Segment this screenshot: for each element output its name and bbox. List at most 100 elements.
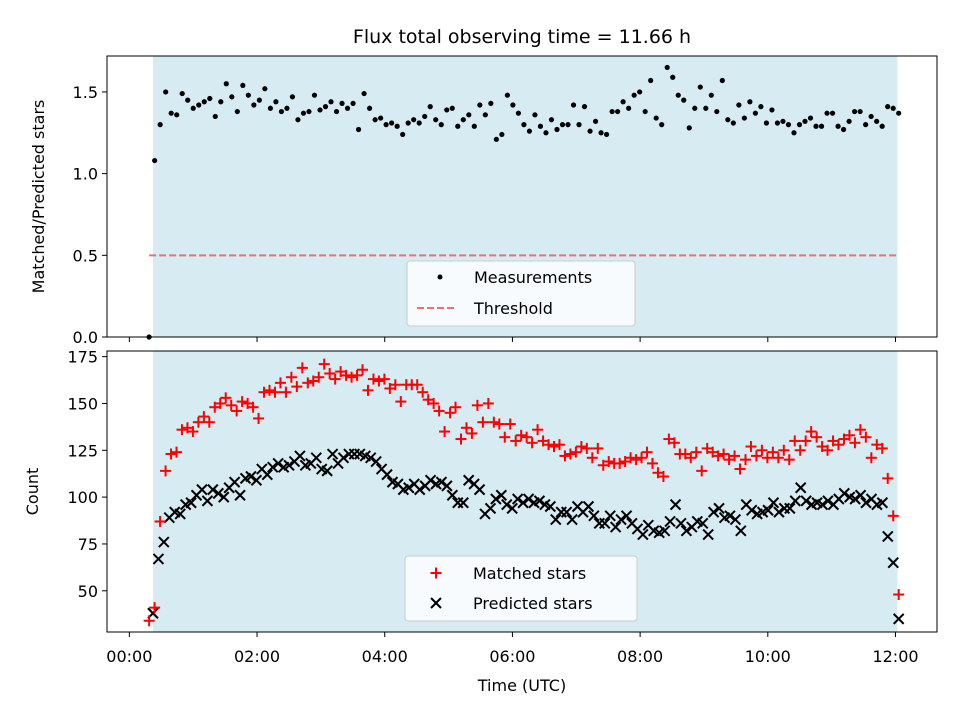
measurement-point <box>438 122 444 128</box>
measurement-point <box>537 123 544 129</box>
measurement-point <box>328 99 334 105</box>
measurement-point <box>747 99 753 105</box>
matched-star-point <box>586 452 598 464</box>
predicted-star-point <box>158 536 170 548</box>
measurement-point <box>185 97 191 103</box>
measurement-point <box>868 113 874 120</box>
matched-star-point <box>641 446 653 458</box>
predicted-star-point <box>228 476 241 488</box>
predicted-star-point <box>201 495 214 507</box>
matched-star-point <box>450 401 462 413</box>
matched-star-point <box>745 441 757 453</box>
predicted-star-point <box>550 513 562 526</box>
measurement-point <box>234 108 240 115</box>
top-y-axis-label: Matched/Predicted stars <box>29 100 48 294</box>
measurement-point <box>394 123 400 129</box>
matched-star-point <box>553 439 565 451</box>
predicted-star-point <box>364 452 377 464</box>
measurement-point <box>152 157 158 164</box>
bottom-y-tick-label: 75 <box>78 535 98 554</box>
predicted-star-point <box>588 510 600 522</box>
predicted-star-point <box>321 465 333 477</box>
matched-star-point <box>564 448 576 460</box>
measurement-point <box>466 112 472 118</box>
predicted-star-point <box>800 495 812 507</box>
legend-predicted-marker <box>430 597 442 609</box>
matched-star-point <box>778 444 790 456</box>
measurement-point <box>510 102 516 108</box>
measurement-point <box>615 108 621 115</box>
measurement-point <box>846 118 852 124</box>
predicted-star-point <box>882 530 894 543</box>
measurement-point <box>675 92 681 98</box>
measurement-point <box>637 89 643 95</box>
matched-star-point <box>646 457 658 469</box>
measurement-point <box>692 105 698 111</box>
predicted-star-point <box>680 525 693 537</box>
matched-star-point <box>285 371 297 383</box>
matched-star-point <box>389 379 401 391</box>
matched-star-point <box>504 418 516 430</box>
predicted-star-point <box>511 493 524 505</box>
matched-star-point <box>187 426 199 438</box>
measurement-point <box>493 136 499 142</box>
matched-star-point <box>291 381 303 393</box>
measurement-point <box>322 104 329 110</box>
predicted-star-point <box>854 489 867 501</box>
measurement-point <box>372 117 378 123</box>
predicted-star-point <box>370 455 382 468</box>
measurement-point <box>769 107 775 113</box>
measurement-point <box>355 126 362 133</box>
predicted-star-point <box>746 504 758 516</box>
matched-star-point <box>789 435 801 447</box>
predicted-star-point <box>615 513 627 526</box>
matched-star-point <box>362 384 374 396</box>
measurement-point <box>697 84 703 90</box>
measurement-point <box>526 128 533 134</box>
bottom-y-tick-label: 125 <box>67 441 98 460</box>
bottom-axes-frame <box>106 350 938 633</box>
measurement-point <box>581 104 588 110</box>
predicted-star-point <box>822 495 834 507</box>
measurement-point <box>383 122 389 128</box>
measurement-point <box>708 92 714 98</box>
bottom-y-tick-label: 175 <box>67 348 98 367</box>
measurement-point <box>422 113 428 120</box>
matched-star-point <box>258 386 270 398</box>
measurement-point <box>344 105 351 111</box>
matched-star-point <box>865 452 877 464</box>
predicted-star-point <box>582 500 595 513</box>
measurement-point <box>703 105 709 111</box>
matched-star-point <box>685 452 697 464</box>
matched-star-point <box>428 397 440 409</box>
measurement-point <box>774 120 781 126</box>
measurement-point <box>218 99 224 105</box>
measurement-point <box>730 120 736 126</box>
measurement-point <box>653 115 659 121</box>
matched-star-point <box>521 431 533 443</box>
predicted-star-point <box>860 497 872 509</box>
measurement-point <box>223 81 229 87</box>
measurement-point <box>603 131 610 138</box>
predicted-star-point <box>724 510 736 522</box>
matched-star-point <box>603 456 615 468</box>
legend-measurements-label: Measurements <box>474 268 592 287</box>
measurement-point <box>879 123 885 129</box>
top-y-tick-label: 0.5 <box>73 246 98 265</box>
measurement-point <box>427 104 433 110</box>
matched-star-point <box>592 442 604 454</box>
measurement-point <box>626 105 632 111</box>
matched-star-point <box>264 384 276 396</box>
legend-matched-label: Matched stars <box>473 564 586 583</box>
measurement-point <box>752 110 758 116</box>
measurement-point <box>576 122 582 128</box>
matched-star-point <box>696 465 708 477</box>
predicted-star-point <box>762 504 774 516</box>
matched-star-point <box>794 444 806 456</box>
measurement-point <box>863 122 869 128</box>
measurement-point <box>482 112 488 118</box>
matched-star-point <box>302 377 314 389</box>
top-panel: 0.0 0.5 1.0 1.5 Matched/Predicted stars Mea… <box>29 55 938 347</box>
measurement-point <box>174 112 180 118</box>
matched-star-point <box>225 399 237 411</box>
